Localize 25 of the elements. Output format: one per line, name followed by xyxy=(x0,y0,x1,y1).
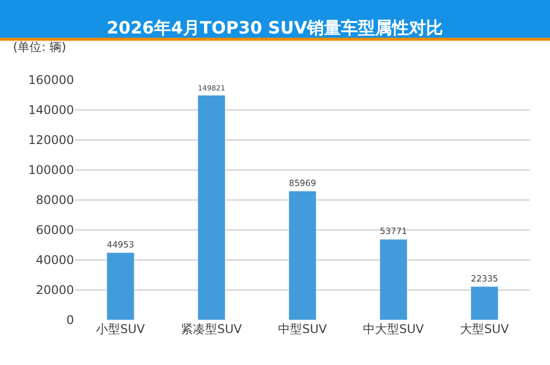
y-tick-label: 60000 xyxy=(36,223,74,238)
y-tick-label: 160000 xyxy=(28,73,74,88)
chart-title: 2026年4月TOP30 SUV销量车型属性对比 xyxy=(106,18,444,38)
y-tick-label: 40000 xyxy=(36,253,74,268)
data-label: 85969 xyxy=(288,178,316,189)
data-label: 44953 xyxy=(106,240,134,250)
x-tick-label: 大型SUV xyxy=(460,322,510,336)
y-tick-label: 120000 xyxy=(28,133,74,148)
y-tick-label: 80000 xyxy=(36,193,74,208)
x-tick-label: 中大型SUV xyxy=(363,322,425,336)
data-label: 53771 xyxy=(380,227,408,238)
bar xyxy=(470,286,498,320)
y-tick-label: 140000 xyxy=(28,103,74,118)
x-tick-label: 紧凑型SUV xyxy=(181,322,243,336)
y-tick-label: 20000 xyxy=(36,283,74,298)
y-tick-label: 0 xyxy=(66,313,74,328)
x-tick-label: 小型SUV xyxy=(96,322,146,336)
data-label: 22335 xyxy=(470,274,498,284)
bar xyxy=(198,95,226,320)
x-tick-label: 中型SUV xyxy=(278,322,328,336)
y-tick-label: 100000 xyxy=(28,163,74,178)
y-axis-title: (单位: 辆) xyxy=(13,40,66,54)
bar xyxy=(288,190,316,320)
bar xyxy=(106,252,134,320)
bar xyxy=(380,239,408,320)
